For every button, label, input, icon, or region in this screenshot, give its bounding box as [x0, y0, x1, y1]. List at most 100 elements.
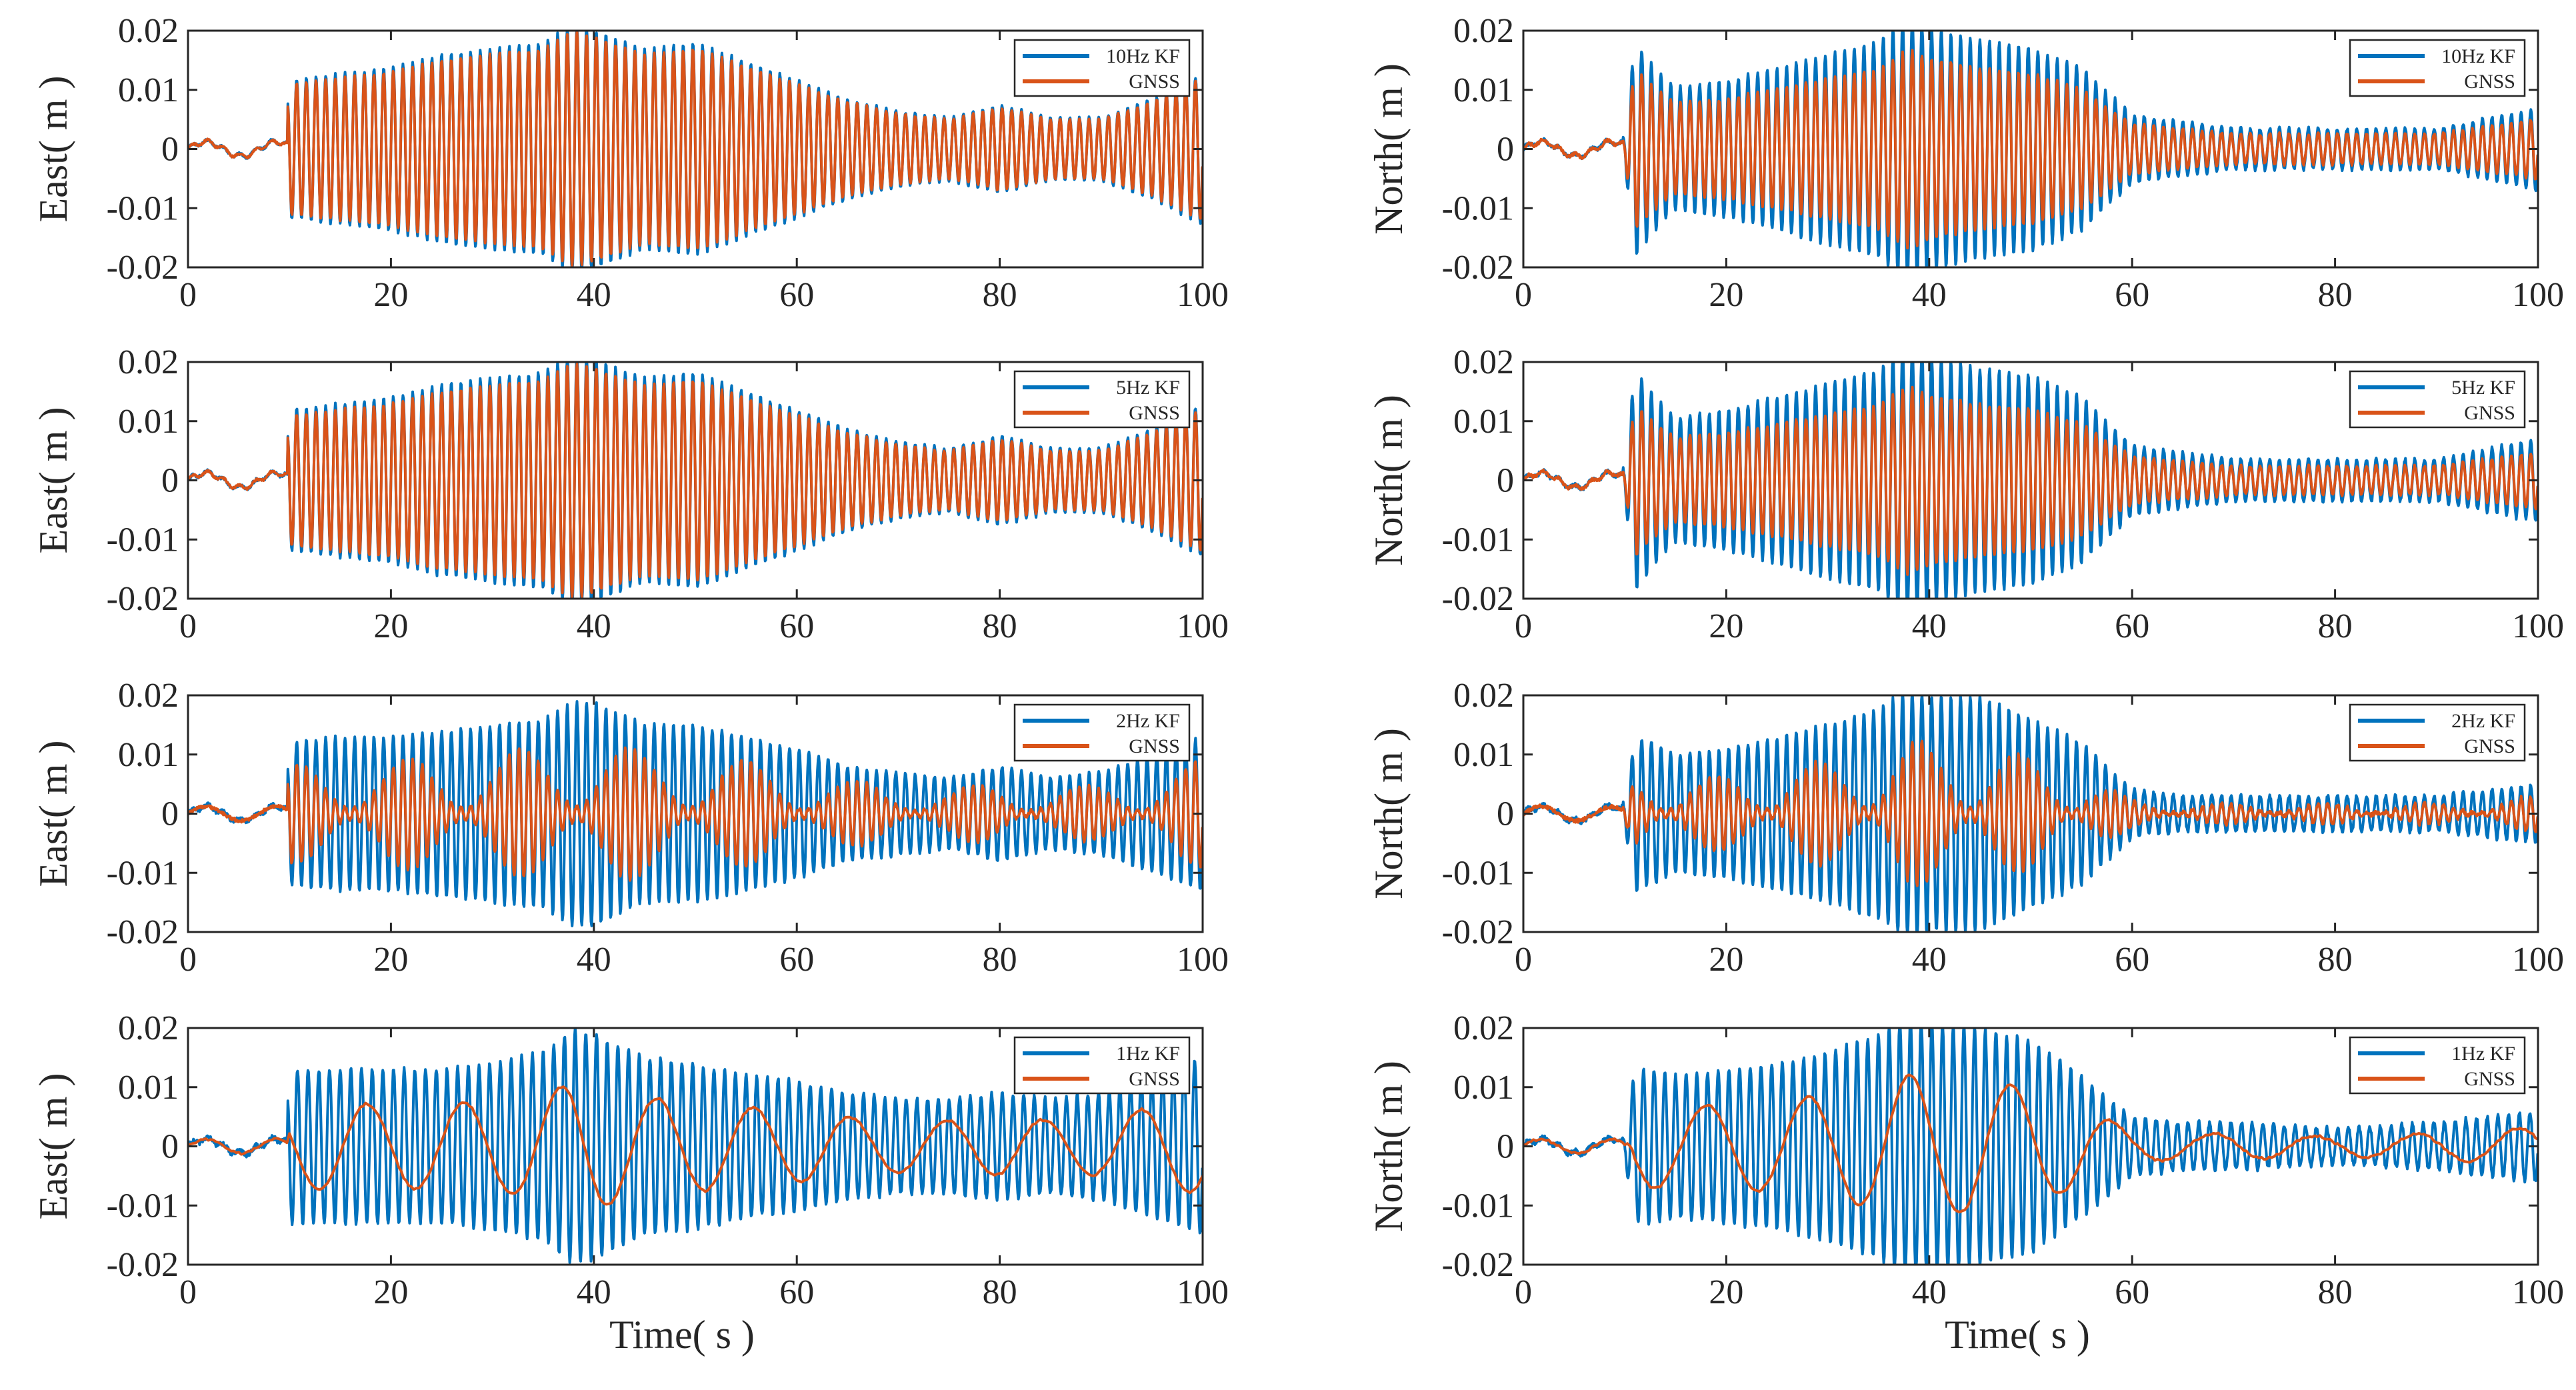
legend: 1Hz KF GNSS [1013, 1036, 1191, 1095]
y-tick-label: 0.02 [118, 12, 179, 50]
y-tick-label: -0.02 [1442, 913, 1514, 951]
series-line-gnss [1523, 385, 2538, 576]
y-tick-label: 0.02 [118, 343, 179, 381]
y-tick-label: -0.01 [107, 521, 179, 559]
legend-label-kf: 10Hz KF [2441, 45, 2515, 67]
y-tick-label: -0.01 [1442, 1187, 1514, 1225]
panel-north-5hz: 0 20 40 60 80 100 -0.02 -0.01 0 0.01 0.02 North( m … [1367, 343, 2564, 645]
legend: 5Hz KF GNSS [2349, 370, 2526, 429]
y-axis-label: North( m ) [1367, 1061, 1411, 1232]
series-line-gnss [1523, 1073, 2538, 1214]
y-axis-label: North( m ) [1367, 728, 1411, 899]
y-tick-label: -0.02 [107, 249, 179, 287]
x-tick-label: 0 [179, 941, 197, 979]
legend-box [2349, 370, 2526, 429]
y-tick-label: 0.01 [118, 1069, 179, 1107]
y-tick-label: 0 [1497, 131, 1514, 169]
y-tick-label: 0.02 [118, 677, 179, 715]
legend: 1Hz KF GNSS [2349, 1036, 2526, 1095]
x-axis-label: Time( s ) [1945, 1313, 2090, 1357]
y-tick-label: 0.02 [1453, 1009, 1514, 1047]
legend-box [2349, 1036, 2526, 1095]
x-tick-label: 20 [373, 276, 408, 314]
x-tick-label: 20 [1709, 1273, 1743, 1311]
legend: 2Hz KF GNSS [2349, 703, 2526, 762]
y-tick-label: 0.01 [118, 71, 179, 109]
y-tick-label: 0.01 [118, 403, 179, 441]
y-tick-label: 0.02 [1453, 677, 1514, 715]
legend: 10Hz KF GNSS [2349, 39, 2526, 97]
y-tick-label: -0.02 [1442, 1246, 1514, 1284]
x-tick-label: 100 [1177, 1273, 1229, 1311]
x-tick-label: 40 [577, 941, 611, 979]
panel-east-10hz: 0 20 40 60 80 100 -0.02 -0.01 0 0.01 0.02 East( m )… [31, 12, 1229, 314]
x-tick-label: 80 [2318, 1273, 2353, 1311]
series-line-gnss [188, 31, 1203, 267]
panel-east-2hz: 0 20 40 60 80 100 -0.02 -0.01 0 0.01 0.02 East( m )… [31, 677, 1229, 979]
y-tick-label: -0.01 [1442, 521, 1514, 559]
y-axis-label: North( m ) [1367, 395, 1411, 566]
x-tick-label: 0 [179, 1273, 197, 1311]
y-tick-label: 0.02 [1453, 343, 1514, 381]
y-tick-label: 0.01 [1453, 736, 1514, 774]
series-line-gnss [188, 363, 1203, 599]
x-tick-label: 80 [2318, 607, 2353, 645]
x-tick-label: 60 [2115, 941, 2149, 979]
series-line-kf [1523, 1028, 2538, 1265]
y-axis-label: East( m ) [31, 741, 75, 887]
x-tick-label: 40 [1912, 941, 1947, 979]
y-tick-label: -0.01 [107, 1187, 179, 1225]
y-tick-label: -0.01 [107, 189, 179, 227]
x-tick-label: 0 [1515, 941, 1532, 979]
y-tick-label: 0 [161, 795, 179, 833]
panel-east-1hz: 0 20 40 60 80 100 -0.02 -0.01 0 0.01 0.02 East( m )… [31, 1009, 1229, 1357]
y-tick-label: 0 [161, 1128, 179, 1166]
x-tick-label: 60 [779, 941, 814, 979]
x-tick-label: 0 [179, 276, 197, 314]
x-tick-label: 80 [983, 1273, 1017, 1311]
legend-label-kf: 10Hz KF [1106, 45, 1180, 67]
series-line-gnss [1523, 49, 2538, 250]
x-tick-label: 80 [2318, 276, 2353, 314]
legend-box [1013, 1036, 1191, 1095]
legend: 10Hz KF GNSS [1013, 39, 1191, 97]
y-tick-label: 0 [1497, 1128, 1514, 1166]
panel-north-1hz: 0 20 40 60 80 100 -0.02 -0.01 0 0.01 0.02 North( m … [1367, 1009, 2564, 1357]
y-tick-label: 0.02 [118, 1009, 179, 1047]
x-tick-label: 0 [179, 607, 197, 645]
x-tick-label: 20 [373, 1273, 408, 1311]
legend-box [1013, 39, 1191, 97]
series-line-gnss [1523, 739, 2538, 887]
x-tick-label: 20 [373, 607, 408, 645]
x-tick-label: 100 [2512, 941, 2564, 979]
y-tick-label: 0.02 [1453, 12, 1514, 50]
x-tick-label: 20 [1709, 607, 1743, 645]
x-tick-label: 20 [1709, 276, 1743, 314]
x-tick-label: 100 [1177, 276, 1229, 314]
y-tick-label: 0 [161, 131, 179, 169]
legend-box [1013, 703, 1191, 762]
legend-label-gnss: GNSS [1129, 402, 1180, 424]
legend-label-kf: 2Hz KF [2451, 710, 2515, 732]
y-axis-label: East( m ) [31, 1073, 75, 1220]
x-tick-label: 60 [2115, 1273, 2149, 1311]
legend-box [2349, 703, 2526, 762]
y-axis-label: East( m ) [31, 76, 75, 223]
y-tick-label: 0.01 [118, 736, 179, 774]
x-tick-label: 0 [1515, 1273, 1532, 1311]
y-tick-label: 0 [1497, 462, 1514, 500]
legend-box [2349, 39, 2526, 97]
y-tick-label: -0.02 [1442, 249, 1514, 287]
x-tick-label: 40 [577, 1273, 611, 1311]
legend-label-kf: 5Hz KF [2451, 377, 2515, 399]
legend-label-kf: 1Hz KF [1116, 1043, 1180, 1065]
legend-label-gnss: GNSS [2464, 402, 2515, 424]
x-tick-label: 80 [2318, 941, 2353, 979]
series-line-kf [188, 1028, 1203, 1264]
x-tick-label: 40 [1912, 276, 1947, 314]
x-tick-label: 60 [2115, 607, 2149, 645]
legend-label-gnss: GNSS [2464, 71, 2515, 93]
y-tick-label: -0.02 [107, 1246, 179, 1284]
x-tick-label: 60 [779, 276, 814, 314]
